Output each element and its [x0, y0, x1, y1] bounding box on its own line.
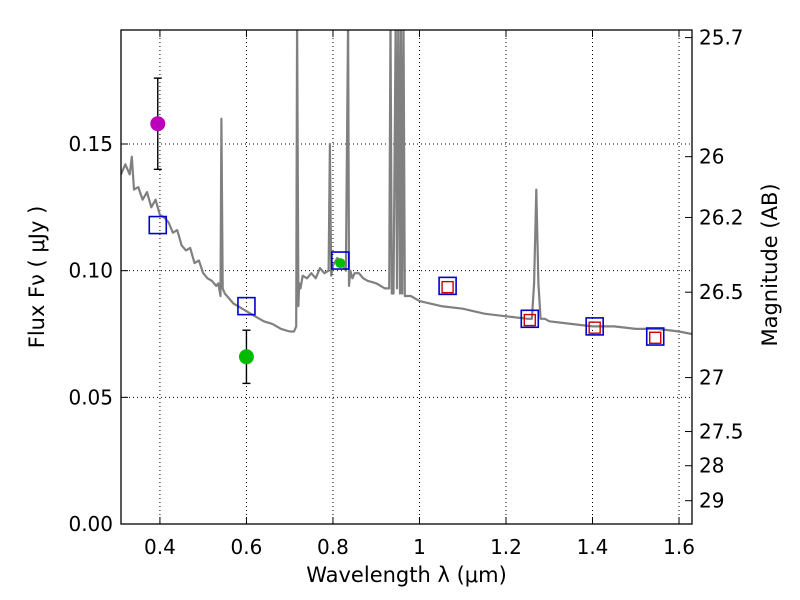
y-tick-label: 0.05: [68, 385, 113, 409]
model-photometry-square: [148, 215, 168, 235]
x-tick-label: 0.8: [317, 535, 349, 559]
x-tick-label: 1.2: [490, 535, 522, 559]
y-tick-label: 0.00: [68, 512, 113, 536]
x-tick-label: 0.6: [231, 535, 263, 559]
plot-area: [121, 30, 692, 385]
x-tick-label: 0.4: [144, 535, 176, 559]
model-photometry-square: [331, 251, 350, 270]
hst-photometry-square: [441, 280, 454, 294]
model-photometry-square: [645, 327, 665, 346]
plot-frame: [120, 29, 693, 525]
y-tick-label: 0.15: [68, 132, 113, 156]
model-photometry-square: [237, 296, 256, 316]
hst-photometry-square: [523, 313, 536, 327]
model-photometry-square: [438, 276, 457, 296]
x-tick-label: 1.6: [663, 535, 695, 559]
y-axis-label-right: Magnitude (AB): [758, 183, 782, 346]
axis-ticks: 0.4 0.6 0.8 1 1.2 1.4 1.6 0.00 0.05 0.10 0.15 25.7 2…: [68, 26, 743, 559]
model-photometry-square: [585, 317, 604, 336]
hst-photometry-square: [588, 321, 601, 334]
mag-tick-label: 26: [699, 145, 724, 169]
mag-tick-label: 26.2: [699, 205, 744, 229]
photometry-point: [238, 349, 254, 365]
mag-tick-label: 29: [699, 489, 724, 513]
mag-tick-label: 26.5: [699, 280, 744, 304]
y-axis-label-left: Flux Fν ( μJy ): [25, 206, 49, 349]
mag-tick-label: 25.7: [699, 26, 744, 50]
mag-tick-label: 27: [699, 366, 724, 390]
mag-tick-label: 28: [699, 454, 724, 478]
hst-photometry-square: [649, 331, 662, 344]
x-axis-label: Wavelength λ (μm): [306, 563, 507, 587]
model-photometry-square: [520, 309, 540, 329]
x-tick-label: 1.4: [577, 535, 609, 559]
photometry-point: [150, 116, 166, 132]
y-tick-label: 0.10: [68, 259, 113, 283]
photometry-point: [335, 258, 346, 269]
mag-tick-label: 27.5: [699, 420, 744, 444]
spectrum-line: [121, 30, 692, 336]
x-tick-label: 1: [413, 535, 426, 559]
